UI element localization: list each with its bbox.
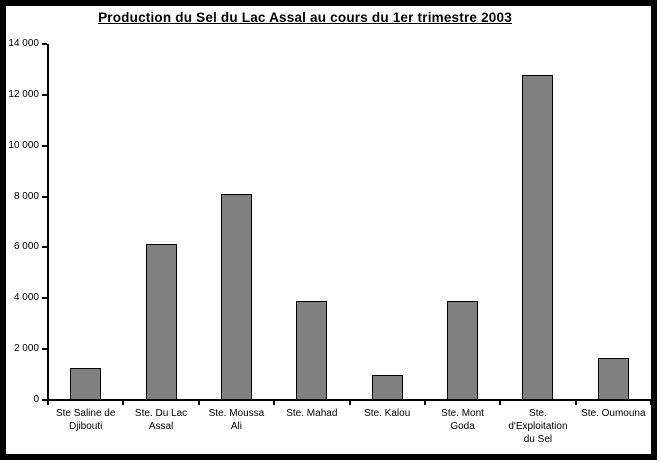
category-label-4: Ste. Mahad: [270, 407, 353, 420]
category-label-line: Ali: [230, 421, 242, 432]
x-tick: [273, 400, 276, 405]
y-tick: [42, 348, 47, 351]
category-label-line: Djibouti: [69, 421, 103, 432]
category-label-line: Ste. Kalou: [364, 408, 411, 419]
y-tick: [42, 43, 47, 45]
y-tick: [42, 195, 47, 198]
bar-1: [70, 368, 101, 400]
y-tick-label: 8 000: [13, 190, 39, 202]
y-tick-label: 6 000: [13, 241, 39, 253]
bar-8: [598, 358, 629, 400]
category-label-line: Ste. Oumouna: [581, 408, 646, 419]
bar-2: [146, 244, 177, 400]
y-axis-line: [47, 44, 49, 402]
y-tick-label: 10 000: [8, 139, 39, 151]
x-tick: [574, 400, 577, 405]
bar-5: [372, 375, 403, 400]
category-label-line: Goda: [450, 421, 475, 432]
x-tick: [650, 400, 652, 405]
chart-title: Production du Sel du Lac Assal au cours …: [98, 10, 512, 25]
category-label-line: Assal: [148, 421, 174, 432]
category-label-line: Ste. Mont: [441, 408, 484, 419]
y-tick: [42, 93, 47, 96]
bar-4: [296, 301, 327, 400]
category-label-line: du Sel: [523, 434, 553, 445]
category-label-8: Ste. Oumouna: [572, 407, 655, 420]
category-label-5: Ste. Kalou: [346, 407, 429, 420]
category-label-line: d'Exploitation: [508, 421, 568, 432]
category-label-3: Ste. Moussa Ali: [195, 407, 278, 433]
category-label-7: Ste. d'Exploitation du Sel: [496, 407, 579, 446]
category-label-2: Ste. Du Lac Assal: [119, 407, 202, 433]
x-tick: [499, 400, 502, 405]
category-label-line: Ste.: [529, 408, 547, 419]
x-tick: [122, 400, 125, 405]
y-tick-label: 12 000: [8, 88, 39, 100]
bar-6: [447, 301, 478, 400]
category-label-line: Ste. Mahad: [286, 408, 338, 419]
x-tick: [197, 400, 200, 405]
x-tick: [47, 400, 49, 405]
bar-7: [522, 75, 553, 400]
y-tick: [42, 144, 47, 147]
x-tick: [348, 400, 351, 405]
bar-3: [221, 194, 252, 400]
y-tick-label: 0: [33, 394, 39, 405]
y-tick-label: 14 000: [8, 38, 39, 49]
y-tick: [42, 399, 47, 401]
category-label-line: Ste. Moussa: [208, 408, 265, 419]
y-tick-label: 2 000: [13, 343, 39, 355]
y-tick-label: 4 000: [13, 292, 39, 304]
category-label-6: Ste. Mont Goda: [421, 407, 504, 433]
category-label-1: Ste Saline de Djibouti: [44, 407, 127, 433]
y-tick: [42, 246, 47, 249]
y-tick: [42, 297, 47, 300]
category-label-line: Ste. Du Lac: [134, 408, 188, 419]
category-label-line: Ste Saline de: [55, 408, 116, 419]
x-tick: [423, 400, 426, 405]
